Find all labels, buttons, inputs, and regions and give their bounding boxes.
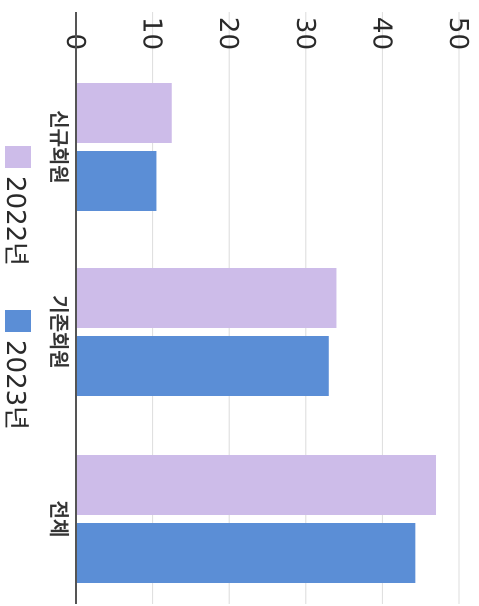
bar-2-3 xyxy=(75,523,416,583)
bar-1-2 xyxy=(76,268,337,328)
category-label: 전체 xyxy=(47,501,71,538)
bars xyxy=(75,83,437,583)
category-label: 기존회원 xyxy=(47,295,71,369)
y-axis-ticks: 01020304050 xyxy=(60,17,473,50)
y-tick-label: 30 xyxy=(290,17,320,50)
legend-label: 2023년 xyxy=(0,340,30,430)
bar-2-1 xyxy=(75,151,157,211)
legend-label: 2022년 xyxy=(0,176,30,266)
legend-swatch xyxy=(5,146,31,168)
legend-swatch xyxy=(5,310,31,332)
y-tick-label: 50 xyxy=(443,17,473,50)
category-label: 신규회원 xyxy=(47,110,71,184)
y-tick-label: 10 xyxy=(137,17,167,50)
y-tick-label: 20 xyxy=(213,17,243,50)
bar-1-3 xyxy=(76,455,437,515)
y-tick-label: 40 xyxy=(366,17,396,50)
legend: 2022년 2023년 xyxy=(0,146,31,430)
bar-1-1 xyxy=(76,83,172,143)
bar-2-2 xyxy=(76,336,329,396)
